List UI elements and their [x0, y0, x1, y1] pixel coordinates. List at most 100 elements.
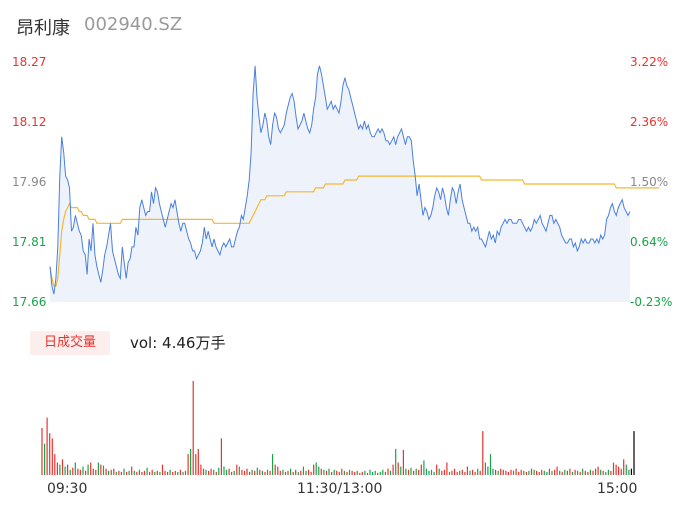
volume-bar — [382, 469, 384, 475]
volume-bar — [525, 471, 527, 475]
volume-bar — [459, 470, 461, 475]
price-tick-4: 17.81 — [12, 235, 47, 249]
volume-bar — [305, 470, 307, 475]
volume-bar — [571, 471, 574, 475]
time-tick-open: 09:30 — [47, 481, 88, 497]
average-price-line — [49, 175, 660, 287]
volume-bar — [105, 468, 107, 475]
volume-bar — [238, 466, 240, 475]
stock-code: 002940.SZ — [84, 14, 183, 35]
volume-bar — [336, 470, 338, 475]
volume-bar — [182, 471, 184, 475]
volume-bar — [441, 470, 443, 475]
volume-bar — [61, 459, 64, 475]
volume-bar — [131, 466, 133, 475]
volume-bar — [325, 470, 328, 475]
volume-bar — [313, 464, 315, 475]
volume-bar — [231, 471, 233, 475]
volume-bar — [208, 470, 210, 475]
volume-bar — [95, 469, 97, 475]
volume-bar — [418, 469, 420, 475]
volume-bar — [67, 464, 69, 475]
volume-bar — [251, 469, 253, 475]
volume-bar — [600, 469, 602, 475]
volume-bar — [161, 464, 164, 475]
volume-bar — [128, 470, 130, 475]
volume-bar — [315, 462, 317, 475]
volume-bar — [448, 471, 451, 475]
volume-bar — [584, 470, 586, 475]
volume-bar — [287, 470, 289, 475]
volume-bar — [151, 469, 153, 475]
volume-bar — [630, 468, 632, 475]
volume-bar — [146, 467, 148, 475]
volume-bar — [595, 468, 597, 475]
volume-bar — [623, 459, 625, 475]
volume-bar — [425, 468, 427, 475]
volume-bar — [184, 470, 187, 475]
volume-bar — [74, 462, 76, 475]
volume-bar — [174, 470, 176, 475]
volume-bar — [620, 468, 622, 475]
volume-bar — [277, 466, 279, 475]
volume-bar — [310, 471, 312, 475]
volume-bar — [126, 471, 128, 475]
volume-bar — [615, 464, 617, 475]
volume-bar — [400, 466, 402, 475]
volume-bar — [41, 428, 43, 475]
volume-bar — [410, 467, 412, 475]
volume-bar — [108, 470, 110, 475]
volume-bar — [346, 471, 348, 475]
volume-bar — [589, 469, 591, 475]
volume-bar — [92, 468, 94, 475]
stock-name: 昂利康 — [16, 18, 70, 39]
volume-bar — [202, 468, 205, 475]
volume-bar — [397, 462, 399, 475]
volume-bar — [177, 471, 179, 475]
volume-bar — [482, 431, 484, 475]
volume-bar — [610, 470, 612, 475]
volume-bar — [633, 431, 635, 475]
pct-tick-4: 0.64% — [630, 235, 669, 249]
volume-bar — [607, 469, 609, 475]
volume-bar — [164, 470, 166, 475]
volume-bar — [100, 464, 102, 475]
volume-bar — [454, 468, 456, 475]
volume-bar — [541, 469, 543, 475]
volume-bar — [436, 464, 438, 475]
volume-bar — [618, 466, 620, 475]
volume-bar — [415, 468, 417, 475]
volume-bar — [172, 471, 174, 475]
volume-bar — [566, 470, 568, 475]
volume-bar — [190, 448, 192, 475]
volume-bar — [256, 467, 258, 475]
volume-bar — [51, 438, 53, 475]
volume-bar — [530, 468, 533, 475]
volume-bar — [156, 470, 158, 475]
volume-bar — [307, 469, 310, 475]
volume-bar — [154, 471, 156, 475]
volume-bar — [284, 471, 287, 475]
volume-bar — [351, 470, 353, 475]
volume-bar — [559, 470, 561, 475]
volume-bar — [149, 471, 151, 475]
volume-bar — [479, 470, 481, 475]
volume-bar — [295, 469, 297, 475]
volume-bar — [320, 468, 322, 475]
volume-label: vol: 4.46万手 — [130, 334, 226, 352]
volume-bar — [489, 454, 492, 475]
volume-bar — [82, 466, 84, 475]
volume-bar — [223, 466, 225, 475]
volume-bar — [577, 470, 579, 475]
volume-bar — [625, 464, 627, 475]
volume-bar — [318, 466, 320, 475]
volume-bar — [405, 468, 407, 475]
volume-bar — [338, 471, 340, 475]
volume-bar — [533, 469, 535, 475]
volume-bar — [259, 469, 261, 475]
volume-bar — [471, 469, 474, 475]
pct-tick-5: -0.23% — [630, 295, 673, 309]
volume-bar — [192, 381, 194, 475]
volume-bar — [502, 469, 504, 475]
volume-bar — [484, 462, 486, 475]
